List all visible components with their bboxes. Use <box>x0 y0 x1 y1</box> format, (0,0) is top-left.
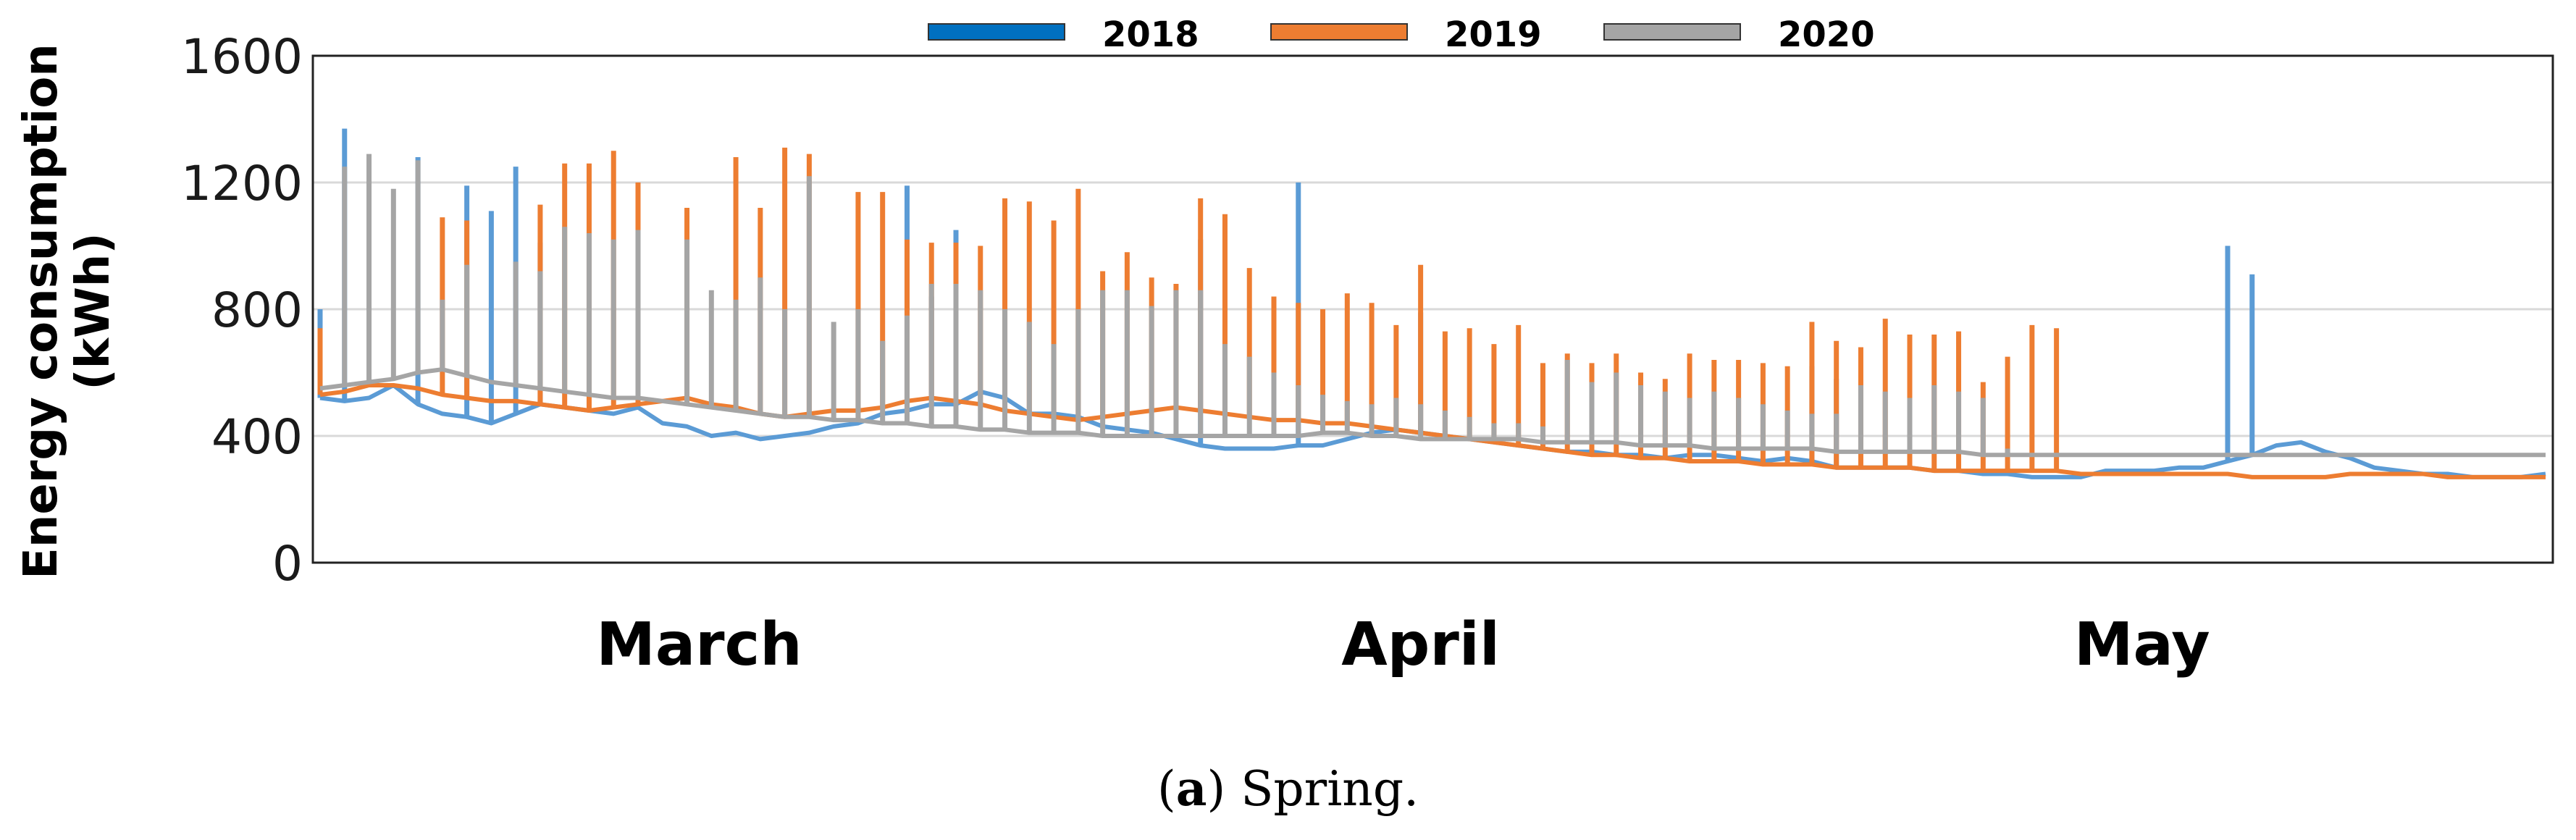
legend-item-2019: 2019 <box>1270 14 1542 55</box>
legend-label: 2019 <box>1445 14 1542 55</box>
legend-item-2020: 2020 <box>1603 14 1875 55</box>
month-label: March <box>596 610 802 679</box>
legend-swatch <box>928 23 1065 41</box>
legend-swatch <box>1270 23 1408 41</box>
month-label: April <box>1341 610 1500 679</box>
y-tick-labels: 0 400 800 1200 1600 <box>181 29 303 592</box>
y-tick-label: 0 <box>272 536 303 592</box>
month-labels: March April May <box>596 610 2210 679</box>
figure-caption: (a) Spring. <box>1157 760 1419 817</box>
series-lines <box>317 128 2546 479</box>
plot-area-border <box>311 54 2554 564</box>
series-line-2019 <box>319 383 2546 479</box>
y-axis-title: Energy consumption (kWh) <box>14 43 120 579</box>
series-line-2020 <box>319 367 2546 458</box>
y-tick-label: 1200 <box>181 156 303 211</box>
legend: 2018 2019 2020 <box>928 14 1875 55</box>
y-tick-label: 400 <box>211 409 303 465</box>
month-label: May <box>2074 610 2210 679</box>
y-axis-label-line-1: Energy consumption <box>14 43 68 579</box>
y-tick-label: 1600 <box>181 29 303 85</box>
legend-item-2018: 2018 <box>928 14 1199 55</box>
legend-label: 2018 <box>1102 14 1199 55</box>
legend-swatch <box>1603 23 1741 41</box>
y-tick-label: 800 <box>211 282 303 338</box>
series-2020 <box>319 154 2546 458</box>
caption-label: a <box>1175 760 1207 817</box>
y-axis-label-line-2: (kWh) <box>67 232 120 390</box>
legend-label: 2020 <box>1778 14 1875 55</box>
caption-text: Spring. <box>1241 761 1419 817</box>
